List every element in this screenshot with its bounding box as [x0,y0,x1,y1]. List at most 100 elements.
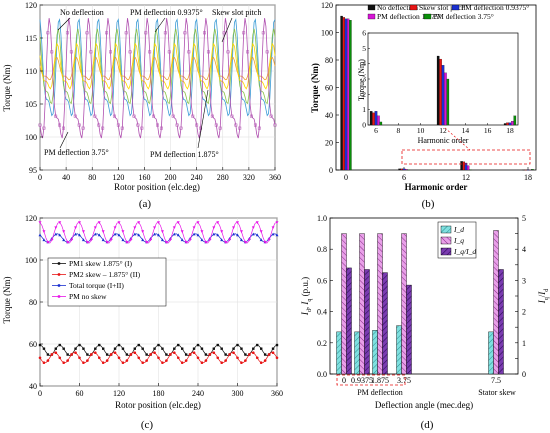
series-marker [275,221,279,225]
series-marker [172,232,176,236]
bar [347,18,350,171]
series-marker [153,232,157,236]
series-marker [208,353,212,356]
series-marker [222,31,226,35]
series-marker [54,351,58,355]
series-marker [161,347,164,350]
series-marker [65,31,69,35]
bar [359,233,365,375]
series-marker [133,232,137,236]
series-marker [257,126,261,130]
series-marker [58,221,62,225]
bar [469,169,472,171]
series-marker [188,238,192,242]
bar [382,272,388,375]
series-marker [273,123,277,127]
series-marker [226,50,230,54]
series-marker [157,233,160,237]
y-tick-label: 60 [325,84,333,93]
series-marker [157,221,160,225]
series-marker [136,123,140,127]
series-marker [177,343,180,347]
series-marker [97,123,101,127]
x-tick-label: 240 [191,173,203,182]
series-marker [228,238,232,242]
inset-bar [372,112,375,126]
arrow-pm-1-875 [197,89,209,149]
bar [364,269,370,375]
series-marker [54,114,58,118]
series-marker [157,356,160,360]
y-tick-right-label: 3 [522,276,526,285]
inset-bar [441,65,445,126]
inset-bar [446,78,450,126]
legend-marker [57,273,61,276]
series-marker [85,241,89,244]
legend-swatch [423,13,432,20]
series-marker [163,31,167,35]
series-marker [74,351,77,355]
series-marker [176,356,180,360]
series-marker [101,230,105,234]
series-marker [247,238,251,242]
panel-c-xlabel: Rotor position (elc.deg) [115,400,201,410]
series-marker [133,226,137,230]
series-marker [220,230,224,234]
inset-x-tick-label: 16 [484,126,492,135]
panel-d-ylabel-right: Iq/Id [537,289,550,305]
legend-label: I_q/I_d [453,247,476,256]
y-tick-label: 120 [25,1,37,10]
series-marker [216,343,219,347]
series-marker [141,361,144,364]
panel-a-chart: 0 40 80 120 160 200 240 280 320 360 95 100 105 110 11… [2,1,281,210]
series-marker [58,233,62,237]
series-marker [86,359,89,362]
series-marker [62,361,65,364]
inset-bar [379,121,383,126]
series-marker [128,50,132,54]
series-marker [149,238,153,242]
series-marker [105,241,109,244]
series-marker [196,356,200,360]
y-tick-right-label: 0 [522,370,526,379]
x-tick-label: 1.875 [371,376,389,385]
series-marker [66,353,69,356]
inset-y-tick-label: 0 [362,121,366,130]
legend-swatch [440,236,452,245]
series-marker [54,226,58,230]
bar [462,161,466,171]
panel-d-group-pm-deflection: PM deflection [357,388,403,397]
bar [467,165,470,171]
bar [400,168,404,171]
series-marker [230,114,234,118]
series-marker [255,221,259,225]
legend-label: PM2 skew – 1.875° (II) [69,270,141,279]
series-marker [210,114,214,118]
series-marker [184,353,188,356]
series-marker [180,230,184,234]
y-tick-label: 100 [25,256,37,265]
series-marker [121,361,125,364]
series-marker [42,230,46,234]
x-tick-label: 6 [402,173,406,182]
panel-c-ylabel: Torque (Nm) [2,276,12,323]
series-marker [236,356,239,360]
series-marker [38,343,42,347]
x-tick-label: 240 [192,389,204,398]
bar [526,169,530,171]
x-tick-label: 12 [462,173,470,182]
series-marker [50,238,54,242]
series-marker [144,31,148,35]
series-marker [105,359,109,362]
series-marker [220,238,224,242]
inset-bar [444,72,447,126]
series-marker [152,114,156,118]
series-marker [66,359,69,362]
legend-label: PM deflection 3.75° [433,12,494,21]
series-marker [89,238,93,242]
x-tick-label: 180 [153,389,165,398]
inset-y-tick-label: 3 [362,75,366,84]
series-marker [46,241,50,244]
series-marker [137,343,140,347]
inset-y-tick-label: 5 [362,44,366,53]
